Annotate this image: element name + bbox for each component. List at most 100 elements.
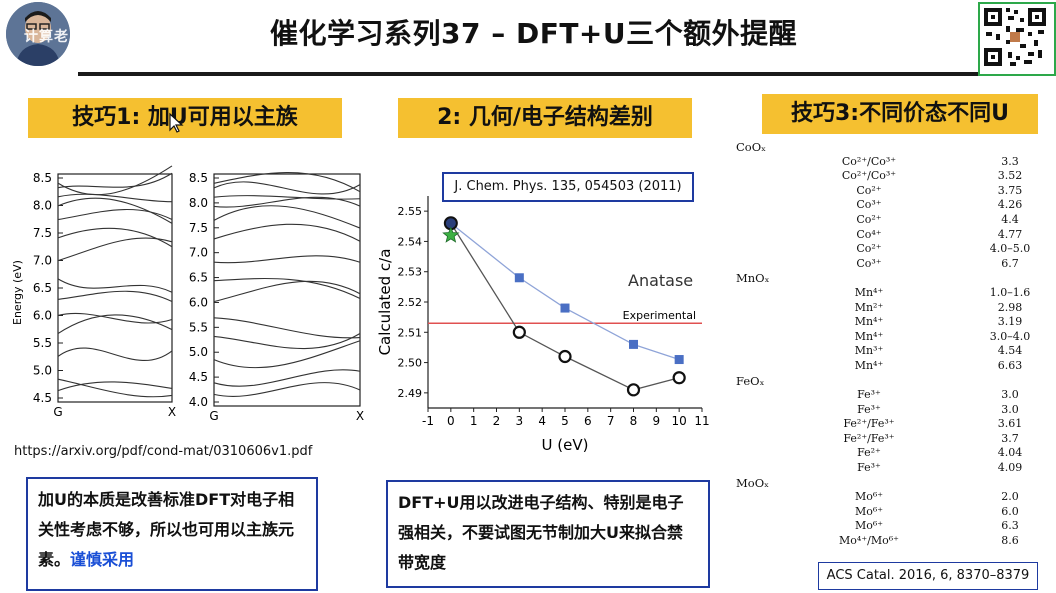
band-right-y-tick-label: 7.0 xyxy=(189,246,208,260)
table-species: Mn⁴⁺ xyxy=(854,358,884,372)
table-u-value: 3.75 xyxy=(997,183,1023,197)
band-left-band-line xyxy=(57,208,173,221)
ca-y-tick-label: 2.53 xyxy=(398,266,423,279)
panel2-reference: J. Chem. Phys. 135, 054503 (2011) xyxy=(442,172,694,202)
band-right-x-tick-label: X xyxy=(356,409,364,423)
table-row: Mo⁶⁺ 6.3 xyxy=(734,519,1054,534)
table-row: Co⁴⁺ 4.77 xyxy=(734,228,1054,243)
table-species: Mo⁴⁺/Mo⁶⁺ xyxy=(839,534,899,548)
table-species: Co³⁺ xyxy=(856,198,882,212)
table-species: Fe³⁺ xyxy=(857,402,881,416)
table-species: Mo⁶⁺ xyxy=(854,519,884,533)
band-left-y-tick-label: 8.0 xyxy=(33,199,52,213)
ca-x-tick-label: 3 xyxy=(516,414,524,428)
band-right-y-tick-label: 8.5 xyxy=(189,171,208,185)
table-u-value: 3.0 xyxy=(1001,388,1019,402)
ca-x-tick-label: 11 xyxy=(694,414,709,428)
table-u-value: 6.3 xyxy=(1001,519,1019,533)
mouse-cursor-icon xyxy=(169,112,184,133)
ca-x-tick-label: 1 xyxy=(470,414,478,428)
band-left-band-line xyxy=(57,193,173,203)
table-row: Fe²⁺ 4.04 xyxy=(734,446,1054,461)
table-u-value: 6.7 xyxy=(1001,256,1019,270)
band-left-frame xyxy=(57,173,173,403)
band-right-band-line xyxy=(213,382,361,397)
band-left-band-line xyxy=(57,172,173,189)
table-species: Co²⁺/Co³⁺ xyxy=(841,169,897,183)
table-row: Co³⁺ 6.7 xyxy=(734,257,1054,272)
table-species: Fe³⁺ xyxy=(857,388,881,402)
table-species: Fe³⁺ xyxy=(857,461,881,475)
panel1-note-accent: 谨慎采用 xyxy=(70,550,135,569)
table-row: Co³⁺ 4.26 xyxy=(734,198,1054,213)
band-right-y-tick-label: 4.0 xyxy=(189,395,208,409)
table-species: Mn²⁺ xyxy=(854,300,884,314)
ca-x-tick-label: -1 xyxy=(422,414,434,428)
band-right-y-tick-label: 4.5 xyxy=(189,370,208,384)
table-u-value: 3.19 xyxy=(997,315,1023,329)
table-u-value: 3.0 xyxy=(1001,402,1019,416)
band-right-y-tick-label: 6.0 xyxy=(189,295,208,309)
band-left-y-tick-label: 6.5 xyxy=(33,281,52,295)
table-group-name: FeOₓ xyxy=(736,373,765,388)
band-left-y-tick-label: 6.0 xyxy=(33,309,52,323)
band-right-y-tick-label: 7.5 xyxy=(189,221,208,235)
table-u-value: 6.63 xyxy=(997,358,1023,372)
band-left-band-line xyxy=(57,237,173,262)
table-species: Mn⁴⁺ xyxy=(854,285,884,299)
table-u-value: 3.52 xyxy=(997,169,1023,183)
panel1-note: 加U的本质是改善标准DFT对电子相关性考虑不够，所以也可用以主族元素。谨慎采用 xyxy=(26,477,318,591)
band-left-band-line xyxy=(57,347,173,362)
table-row: Co²⁺ 4.4 xyxy=(734,213,1054,228)
table-species: Fe²⁺ xyxy=(857,446,881,460)
table-species: Mo⁶⁺ xyxy=(854,490,884,504)
table-u-value: 3.3 xyxy=(1001,154,1019,168)
channel-watermark: 计算老司机 bilibili xyxy=(24,29,162,45)
band-right-y-tick-label: 5.0 xyxy=(189,345,208,359)
band-left-band-line xyxy=(57,312,173,324)
ca-y-tick-label: 2.49 xyxy=(398,387,423,400)
band-left-y-tick-label: 7.5 xyxy=(33,226,52,240)
band-right-band-line xyxy=(213,340,361,369)
band-left-band-line xyxy=(57,197,173,224)
table-row: Mo⁶⁺ 6.0 xyxy=(734,505,1054,520)
table-species: Co²⁺/Co³⁺ xyxy=(841,154,897,168)
table-species: Mn⁴⁺ xyxy=(854,315,884,329)
panel1-source-url[interactable]: https://arxiv.org/pdf/cond-mat/0310606v1… xyxy=(14,444,313,459)
table-species: Mn³⁺ xyxy=(854,344,884,358)
table-row: Fe³⁺ 3.0 xyxy=(734,403,1054,418)
table-u-value: 3.7 xyxy=(1001,431,1019,445)
table-row: Mn³⁺ 4.54 xyxy=(734,344,1054,359)
ca-circle-point xyxy=(512,325,526,339)
table-species: Co²⁺ xyxy=(856,183,882,197)
band-left-band-line xyxy=(57,378,173,398)
table-row: Mo⁶⁺ 2.0 xyxy=(734,490,1054,505)
band-left-band-line xyxy=(57,227,173,248)
band-right-band-line xyxy=(213,196,361,208)
table-row: Mn⁴⁺ 1.0–1.6 xyxy=(734,286,1054,301)
table-u-value: 4.4 xyxy=(1001,212,1019,226)
table-row: Co²⁺ 3.75 xyxy=(734,184,1054,199)
table-u-value: 4.04 xyxy=(997,446,1023,460)
band-right-band-line xyxy=(213,280,361,303)
table-u-value: 4.77 xyxy=(997,227,1023,241)
title-divider xyxy=(78,72,978,76)
hubbard-u-table: CoOₓ Co²⁺/Co³⁺ 3.3 Co²⁺/Co³⁺ 3.52 Co²⁺ 3.75 Co³… xyxy=(734,140,1054,549)
table-row: Co²⁺/Co³⁺ 3.52 xyxy=(734,169,1054,184)
band-left-band-line xyxy=(57,278,173,293)
table-group-name: CoOₓ xyxy=(736,140,767,154)
band-right-band-line xyxy=(213,255,361,264)
table-species: Co⁴⁺ xyxy=(856,227,882,241)
band-structure-plot: 8.58.07.57.06.56.05.55.04.5G X 8.58.07.57… xyxy=(11,165,364,423)
ca-y-tick-label: 2.50 xyxy=(398,357,423,370)
band-right-y-tick-label: 8.0 xyxy=(189,196,208,210)
table-row: Fe³⁺ 4.09 xyxy=(734,461,1054,476)
ca-y-tick-label: 2.52 xyxy=(398,296,423,309)
ca-x-tick-label: 5 xyxy=(561,414,569,428)
slide-title: 催化学习系列37 – DFT+U三个额外提醒 xyxy=(270,17,798,50)
ca-x-tick-label: 9 xyxy=(653,414,661,428)
ca-star-point xyxy=(442,226,460,243)
band-right-band-line xyxy=(213,333,361,350)
ca-x-tick-label: 0 xyxy=(447,414,455,428)
band-right-band-line xyxy=(213,181,361,195)
